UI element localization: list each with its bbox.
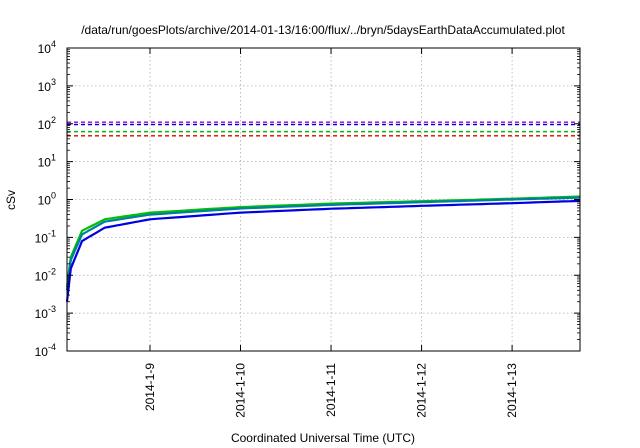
x-tick-label: 2014-1-13	[505, 363, 519, 418]
y-tick-label: 100	[38, 191, 56, 208]
y-tick-label: 102	[38, 115, 56, 132]
x-tick-label: 2014-1-12	[415, 363, 429, 418]
y-tick-label: 10-3	[35, 304, 56, 321]
x-tick-label: 2014-1-10	[234, 363, 248, 418]
y-tick-label: 101	[38, 153, 56, 170]
y-tick-label: 104	[38, 39, 56, 56]
x-tick-label: 2014-1-9	[143, 363, 157, 411]
grid-lines	[67, 48, 580, 351]
series-line	[65, 199, 581, 302]
chart-title: /data/run/goesPlots/archive/2014-01-13/1…	[81, 23, 565, 37]
series-line	[65, 196, 581, 291]
x-axis-label: Coordinated Universal Time (UTC)	[231, 431, 415, 445]
y-tick-label: 10-4	[35, 342, 56, 359]
data-series	[65, 195, 581, 302]
y-tick-label: 10-1	[35, 228, 56, 245]
y-tick-label: 10-2	[35, 266, 56, 283]
y-axis-label: cSv	[4, 190, 18, 210]
x-axis-ticks: 2014-1-9 2014-1-10 2014-1-11 2014-1-12 2014-…	[143, 48, 519, 418]
y-tick-label: 103	[38, 77, 56, 94]
threshold-lines	[67, 121, 580, 137]
x-tick-label: 2014-1-11	[324, 363, 338, 417]
y-axis-ticks: 10-4 10-3 10-2 10-1 100 101 102 103 104	[35, 39, 580, 359]
